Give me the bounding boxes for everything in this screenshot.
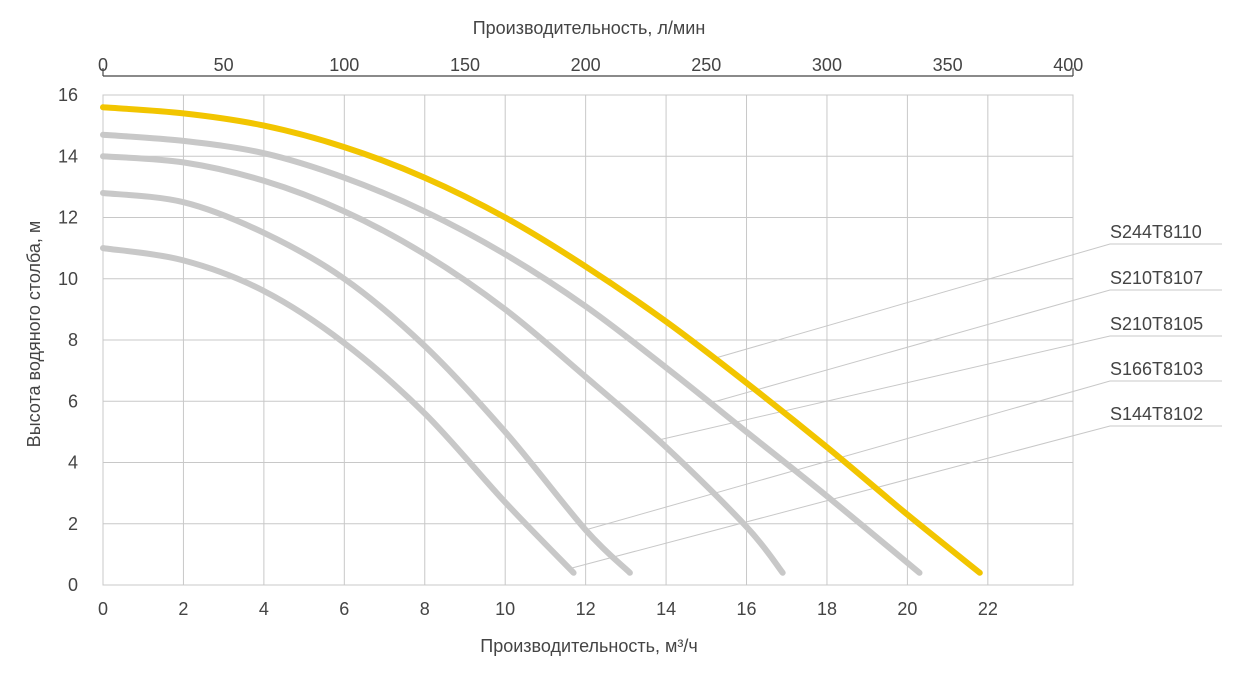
series-labels: S244T8110 S210T8107 S210T8105 S166T8103 S144… xyxy=(1110,222,1203,424)
tick-labels: 0 2 4 6 8 10 12 14 16 18 20 22 0 2 4 6 8 10 12 14 16 xyxy=(58,85,998,619)
y-tick-label: 14 xyxy=(58,146,78,166)
series-label: S144T8102 xyxy=(1110,404,1203,424)
x-tick-label: 20 xyxy=(897,599,917,619)
x-tick-label: 12 xyxy=(576,599,596,619)
leader-line xyxy=(657,335,1222,441)
top-tick-label: 100 xyxy=(329,55,359,75)
top-axis-title: Производительность, л/мин xyxy=(473,18,706,38)
x-tick-label: 18 xyxy=(817,599,837,619)
series-line-s244t8110 xyxy=(100,104,983,576)
leader-line xyxy=(585,380,1222,531)
y-tick-label: 2 xyxy=(68,514,78,534)
series-line-s144t8102 xyxy=(100,245,577,576)
y-tick-label: 0 xyxy=(68,575,78,595)
series-label: S244T8110 xyxy=(1110,222,1202,242)
leader-line xyxy=(569,425,1222,570)
y-tick-label: 12 xyxy=(58,208,78,228)
series-line-s166t8103 xyxy=(100,190,633,576)
leader-lines xyxy=(569,243,1222,570)
leader-line xyxy=(710,289,1222,404)
top-tick-label: 400 xyxy=(1053,55,1083,75)
top-tick-label: 250 xyxy=(691,55,721,75)
y-tick-label: 10 xyxy=(58,269,78,289)
top-tick-label: 50 xyxy=(214,55,234,75)
top-tick-label: 150 xyxy=(450,55,480,75)
x-tick-label: 16 xyxy=(737,599,757,619)
grid xyxy=(102,94,1074,586)
top-tick-label: 350 xyxy=(933,55,963,75)
x-axis-title: Производительность, м³/ч xyxy=(480,636,697,656)
x-tick-label: 14 xyxy=(656,599,676,619)
series-label: S210T8107 xyxy=(1110,268,1203,288)
top-tick-label: 200 xyxy=(571,55,601,75)
top-tick-label: 0 xyxy=(98,55,108,75)
x-tick-label: 6 xyxy=(339,599,349,619)
top-tick-label: 300 xyxy=(812,55,842,75)
series-label: S210T8105 xyxy=(1110,314,1203,334)
x-tick-label: 2 xyxy=(178,599,188,619)
y-axis-title: Высота водяного столба, м xyxy=(24,221,44,448)
series-lines xyxy=(100,104,983,576)
series-line-s210t8105 xyxy=(100,153,786,576)
x-tick-label: 10 xyxy=(495,599,515,619)
x-tick-label: 0 xyxy=(98,599,108,619)
top-axis: 0 50 100 150 200 250 300 350 400 xyxy=(98,55,1083,77)
series-label: S166T8103 xyxy=(1110,359,1203,379)
series-line-s210t8107 xyxy=(100,131,923,576)
y-tick-label: 4 xyxy=(68,453,78,473)
y-tick-label: 6 xyxy=(68,391,78,411)
x-tick-label: 8 xyxy=(420,599,430,619)
y-tick-label: 16 xyxy=(58,85,78,105)
x-tick-label: 4 xyxy=(259,599,269,619)
y-tick-label: 8 xyxy=(68,330,78,350)
x-tick-label: 22 xyxy=(978,599,998,619)
leader-line xyxy=(714,243,1222,359)
